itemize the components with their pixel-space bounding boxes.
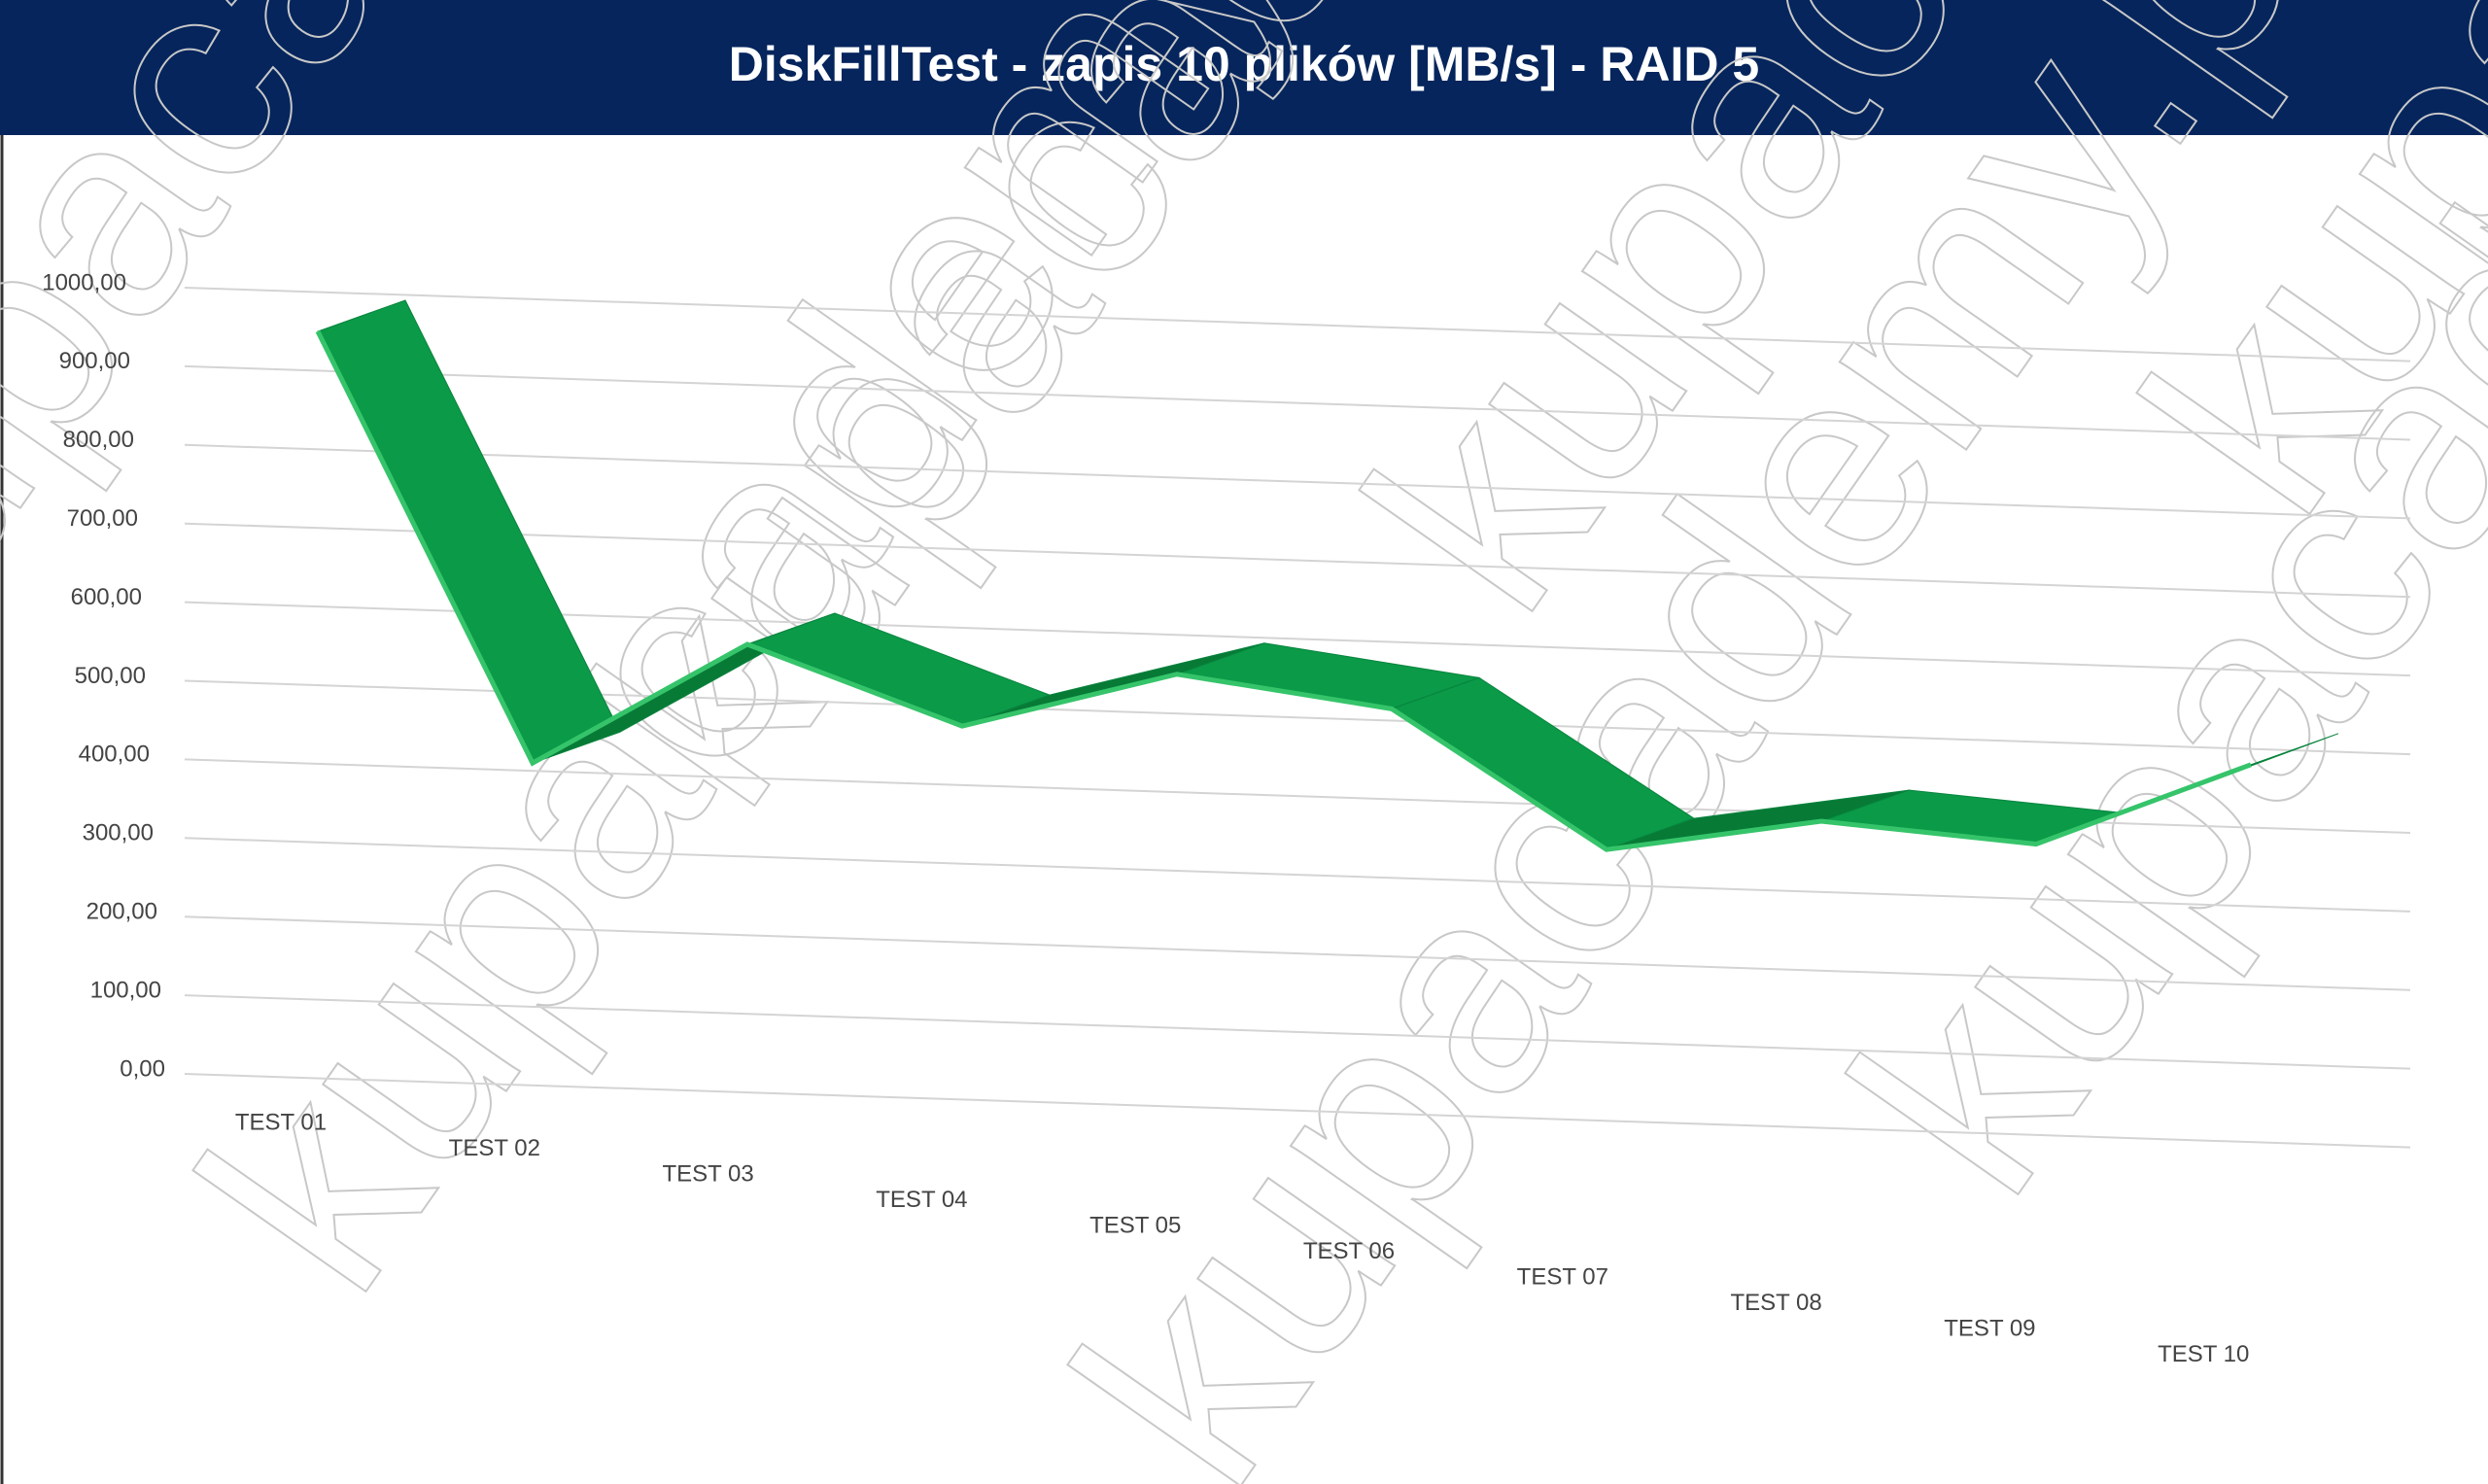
x-tick-label: TEST 02 <box>449 1135 540 1161</box>
chart-title: DiskFillTest - zapis 10 plików [MB/s] - … <box>729 37 1759 91</box>
y-tick-label: 900,00 <box>59 348 130 374</box>
grid-line <box>184 1073 2411 1149</box>
y-tick-label: 400,00 <box>79 742 150 768</box>
y-tick-label: 200,00 <box>86 899 157 925</box>
y-tick-label: 700,00 <box>67 505 138 532</box>
grid-line <box>184 837 2411 913</box>
grid-line <box>184 994 2411 1070</box>
grid-line <box>184 915 2411 991</box>
header-bar <box>0 0 2488 135</box>
x-tick-label: TEST 04 <box>876 1187 967 1213</box>
x-tick-label: TEST 03 <box>662 1160 753 1187</box>
x-tick-label: TEST 06 <box>1303 1238 1395 1264</box>
grid-line <box>184 364 2411 441</box>
grid-line <box>184 443 2411 520</box>
y-tick-label: 600,00 <box>71 584 142 610</box>
grid-line <box>184 522 2411 599</box>
x-tick-label: TEST 09 <box>1944 1315 2035 1341</box>
y-tick-label: 1000,00 <box>42 269 126 295</box>
y-tick-label: 100,00 <box>90 977 161 1003</box>
x-tick-label: TEST 08 <box>1730 1290 1821 1316</box>
x-tick-label: TEST 10 <box>2158 1341 2249 1367</box>
x-tick-label: TEST 07 <box>1517 1263 1608 1290</box>
y-tick-label: 300,00 <box>83 820 154 846</box>
y-tick-label: 0,00 <box>120 1055 165 1082</box>
ribbon-front-edge <box>315 329 2252 852</box>
grid-line <box>184 287 2411 362</box>
x-tick-label: TEST 01 <box>235 1109 327 1135</box>
x-tick-label: TEST 05 <box>1089 1212 1181 1238</box>
y-tick-label: 800,00 <box>63 427 134 453</box>
y-tick-label: 500,00 <box>75 663 146 689</box>
